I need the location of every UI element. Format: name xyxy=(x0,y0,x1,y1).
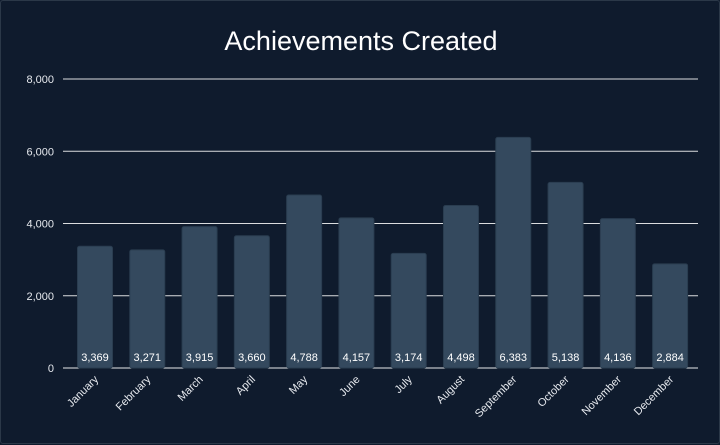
bar xyxy=(652,263,689,369)
x-tick-label: June xyxy=(337,374,362,399)
bar-value-label: 2,884 xyxy=(656,352,684,364)
x-tick-label: September xyxy=(473,373,520,420)
bar-value-label: 4,788 xyxy=(290,352,318,364)
x-tick-label: February xyxy=(114,373,154,413)
bar-value-label: 3,271 xyxy=(134,352,162,364)
bar-value-label: 5,138 xyxy=(552,352,580,364)
bar xyxy=(442,205,479,369)
x-tick-label: October xyxy=(536,373,572,409)
x-tick-label: July xyxy=(393,373,416,396)
bar-value-label: 4,157 xyxy=(343,352,371,364)
bar-value-label: 3,174 xyxy=(395,352,423,364)
y-tick-label: 4,000 xyxy=(26,219,54,231)
bar xyxy=(181,226,218,369)
bar xyxy=(338,217,375,369)
bar-value-label: 3,369 xyxy=(81,352,109,364)
bar-value-label: 4,498 xyxy=(447,352,475,364)
x-tick-label: March xyxy=(176,374,206,404)
bar-value-label: 6,383 xyxy=(500,352,528,364)
x-tick-label: August xyxy=(434,374,467,407)
x-tick-label: December xyxy=(632,373,677,418)
bar xyxy=(599,218,636,369)
y-tick-label: 8,000 xyxy=(26,74,54,86)
x-tick-label: May xyxy=(287,373,311,397)
bar-value-label: 3,915 xyxy=(186,352,214,364)
bar-value-label: 3,660 xyxy=(238,352,266,364)
bar xyxy=(390,252,427,369)
bar xyxy=(77,245,113,369)
bar xyxy=(233,235,270,369)
bar xyxy=(286,194,323,369)
chart-title: Achievements Created xyxy=(224,26,497,56)
bar xyxy=(547,181,584,369)
bar-value-label: 4,136 xyxy=(604,352,632,364)
x-tick-label: April xyxy=(234,374,258,398)
y-tick-label: 0 xyxy=(48,363,54,375)
bar xyxy=(495,136,532,369)
x-tick-label: November xyxy=(580,373,625,418)
y-tick-label: 2,000 xyxy=(26,291,54,303)
x-tick-label: January xyxy=(65,373,102,410)
y-tick-label: 6,000 xyxy=(26,146,54,158)
bar xyxy=(129,249,166,369)
